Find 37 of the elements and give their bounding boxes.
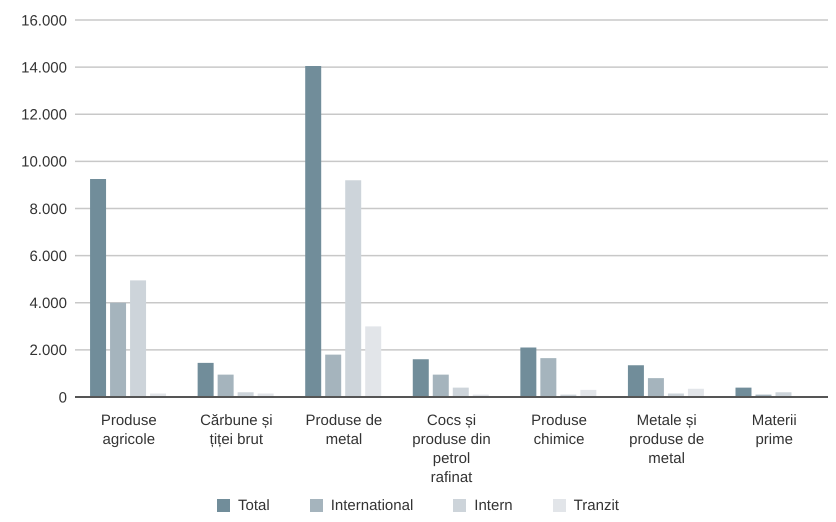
bar: [365, 326, 382, 397]
x-tick-label: Metale și produse de metal: [629, 412, 704, 467]
y-tick-label: 16.000: [21, 12, 67, 30]
x-tick-label: Materii prime: [752, 412, 797, 448]
y-tick-label: 2.000: [29, 342, 67, 360]
legend-label: Intern: [473, 497, 513, 514]
bar: [305, 66, 322, 397]
x-tick-label: Produse de metal: [306, 412, 382, 448]
bar: [520, 348, 536, 397]
y-tick-label: 8.000: [29, 200, 67, 218]
bar: [218, 374, 234, 397]
bar: [412, 359, 429, 397]
bar: [325, 354, 342, 397]
y-tick-label: 6.000: [29, 248, 67, 265]
y-tick-label: 10.000: [21, 154, 67, 171]
bar: [735, 388, 752, 397]
bar: [432, 374, 449, 397]
legend-label: Total: [237, 497, 270, 514]
y-tick-label: 14.000: [21, 59, 67, 76]
x-tick-label: Produse agricole: [100, 412, 157, 448]
x-tick-label: Cocs și produse din petrol rafinat: [412, 412, 491, 486]
legend-label: International: [330, 497, 414, 514]
bar: [452, 388, 469, 397]
legend-label: Tranzit: [572, 497, 619, 514]
y-tick-label: 0: [58, 389, 67, 406]
bar: [628, 365, 644, 397]
bar: [648, 378, 664, 397]
bar: [198, 362, 214, 397]
bar: [540, 358, 556, 397]
bar: [110, 302, 126, 397]
bar: [90, 179, 106, 397]
bar: [345, 180, 362, 397]
x-tick-label: Cărbune și țiței brut: [200, 412, 273, 448]
y-tick-label: 12.000: [21, 106, 67, 124]
y-tick-label: 4.000: [29, 295, 67, 312]
bar: [130, 280, 146, 397]
x-tick-label: Produse chimice: [531, 412, 588, 448]
